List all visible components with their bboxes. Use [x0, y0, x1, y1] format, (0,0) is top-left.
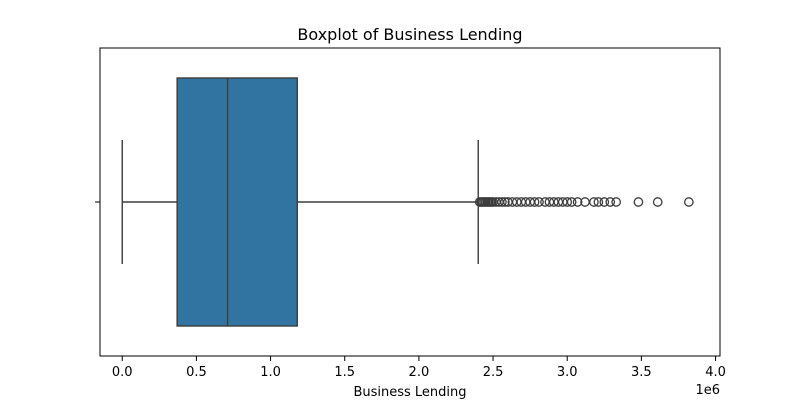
outlier-point: [633, 197, 644, 207]
x-tick-label: 2.0: [409, 365, 430, 380]
x-tick-label: 4.0: [705, 365, 726, 380]
outlier-point: [500, 197, 510, 207]
outlier-point: [572, 197, 583, 207]
outlier-point: [589, 197, 599, 207]
outlier-point: [605, 197, 616, 207]
outlier-point: [534, 197, 544, 207]
outlier-point: [599, 197, 610, 207]
outlier-point: [497, 197, 507, 207]
outlier-point: [593, 197, 604, 207]
x-tick-label: 0.0: [112, 365, 133, 380]
outlier-point: [652, 197, 663, 207]
outlier-point: [562, 197, 573, 207]
x-tick-label: 3.0: [557, 365, 578, 380]
x-tick-label: 3.5: [631, 365, 652, 380]
x-axis-label: Business Lending: [353, 385, 466, 400]
x-axis-offset-label: 1e6: [695, 383, 720, 398]
outlier-point: [566, 197, 577, 207]
x-tick-label: 2.5: [483, 365, 504, 380]
plot-area: [95, 47, 721, 357]
x-tick-label: 0.5: [186, 365, 207, 380]
outlier-point: [611, 197, 622, 207]
iqr-box: [176, 77, 298, 327]
chart-title: Boxplot of Business Lending: [297, 25, 522, 44]
outlier-point: [684, 197, 694, 207]
x-tick-label: 1.0: [260, 365, 281, 380]
x-axis: 0.0 0.5 1.0 1.5 2.0 2.5 3.0 3.5 4.0: [112, 356, 726, 380]
x-tick-label: 1.5: [334, 365, 355, 380]
outlier-point: [529, 197, 540, 207]
